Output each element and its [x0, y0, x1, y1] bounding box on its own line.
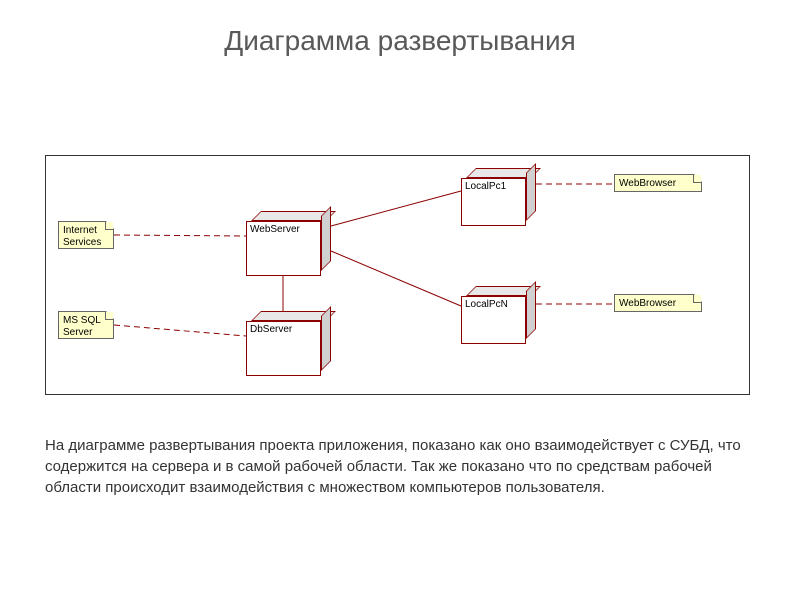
node-side-face	[321, 306, 331, 371]
node-front-face: DbServer	[246, 321, 321, 376]
node-side-face	[321, 206, 331, 271]
note-label-line: WebBrowser	[619, 178, 697, 190]
note-internet-services: InternetServices	[58, 221, 114, 249]
node-localpcn: LocalPcN	[461, 286, 536, 344]
deployment-diagram: InternetServices MS SQLServer WebBrowser We…	[45, 155, 750, 395]
node-front-face: WebServer	[246, 221, 321, 276]
note-label-line: Internet	[63, 225, 109, 237]
node-label: LocalPcN	[465, 299, 508, 310]
node-label: WebServer	[250, 224, 300, 235]
node-side-face	[526, 163, 536, 221]
connection-line	[114, 325, 246, 336]
node-side-face	[526, 281, 536, 339]
note-label-line: Server	[63, 327, 109, 339]
note-label-line: MS SQL	[63, 315, 109, 327]
note-label-line: Services	[63, 237, 109, 249]
connection-line	[331, 191, 461, 226]
node-localpc1: LocalPc1	[461, 168, 536, 226]
connection-line	[331, 251, 461, 306]
note-mssql-server: MS SQLServer	[58, 311, 114, 339]
note-label-line: WebBrowser	[619, 298, 697, 310]
node-label: LocalPc1	[465, 181, 506, 192]
node-webserver: WebServer	[246, 211, 331, 276]
note-webbrowser-1: WebBrowser	[614, 174, 702, 192]
node-dbserver: DbServer	[246, 311, 331, 376]
node-front-face: LocalPcN	[461, 296, 526, 344]
note-webbrowser-n: WebBrowser	[614, 294, 702, 312]
diagram-description: На диаграмме развертывания проекта прило…	[45, 435, 755, 498]
node-front-face: LocalPc1	[461, 178, 526, 226]
node-label: DbServer	[250, 324, 292, 335]
page-title: Диаграмма развертывания	[0, 0, 800, 57]
connection-line	[114, 235, 246, 236]
